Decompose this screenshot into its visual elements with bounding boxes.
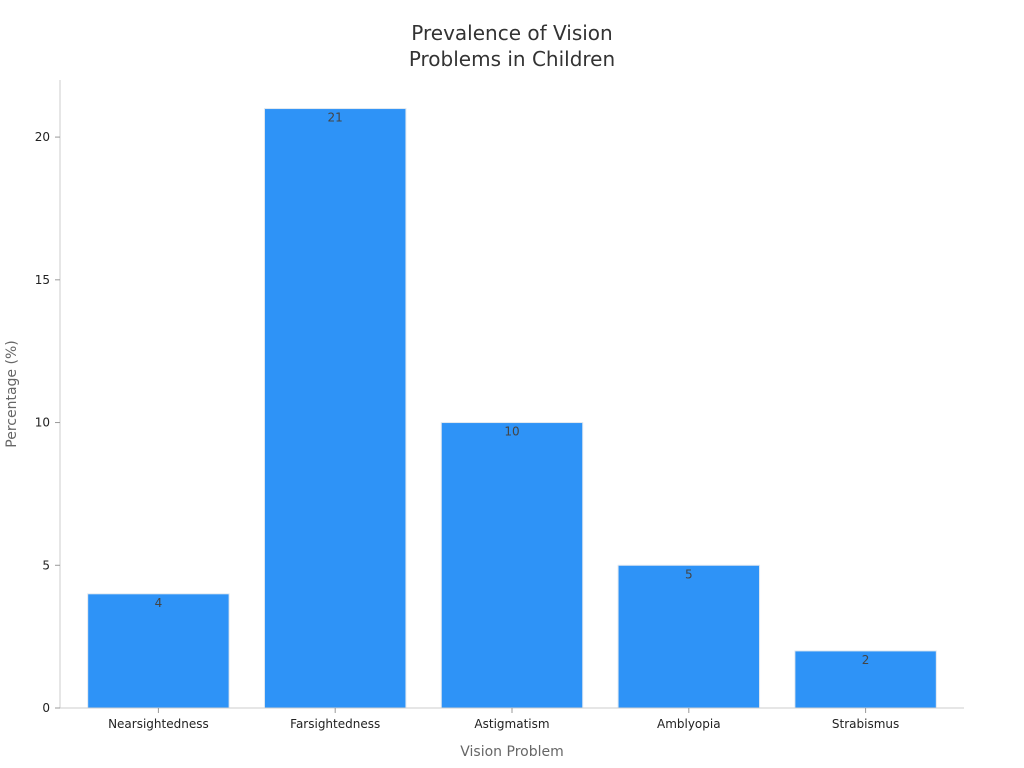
x-tick-label: Nearsightedness — [108, 717, 209, 731]
x-axis-label: Vision Problem — [460, 744, 563, 760]
bar-nearsightedness — [87, 593, 230, 709]
y-tick-label: 5 — [42, 558, 50, 572]
y-tick-label: 15 — [35, 273, 50, 287]
bar-astigmatism — [440, 422, 584, 709]
y-tick-label: 20 — [35, 130, 50, 144]
bar-amblyopia — [617, 564, 761, 709]
chart-title-line-1: Prevalence of Vision — [411, 21, 612, 45]
y-axis-ticks: 0 5 10 15 20 — [35, 130, 60, 715]
data-label-nearsightedness: 4 — [155, 596, 163, 610]
y-tick-label: 10 — [35, 416, 50, 430]
chart-title-line-2: Problems in Children — [409, 47, 615, 71]
y-axis-label: Percentage (%) — [4, 340, 20, 447]
y-tick-label: 0 — [42, 701, 50, 715]
bar-farsightedness — [263, 108, 407, 709]
x-axis-ticks: Nearsightedness Farsightedness Astigmatism… — [108, 708, 899, 731]
data-label-amblyopia: 5 — [685, 567, 693, 581]
bar-strabismus — [794, 650, 937, 709]
data-label-strabismus: 2 — [862, 653, 870, 667]
data-label-farsightedness: 21 — [328, 111, 343, 125]
bars-group — [87, 108, 937, 709]
x-tick-label: Farsightedness — [290, 717, 380, 731]
data-labels-group: 4 21 10 5 2 — [155, 111, 870, 667]
x-tick-label: Astigmatism — [474, 717, 549, 731]
x-tick-label: Amblyopia — [657, 717, 721, 731]
x-tick-label: Strabismus — [832, 717, 899, 731]
data-label-astigmatism: 10 — [504, 425, 519, 439]
